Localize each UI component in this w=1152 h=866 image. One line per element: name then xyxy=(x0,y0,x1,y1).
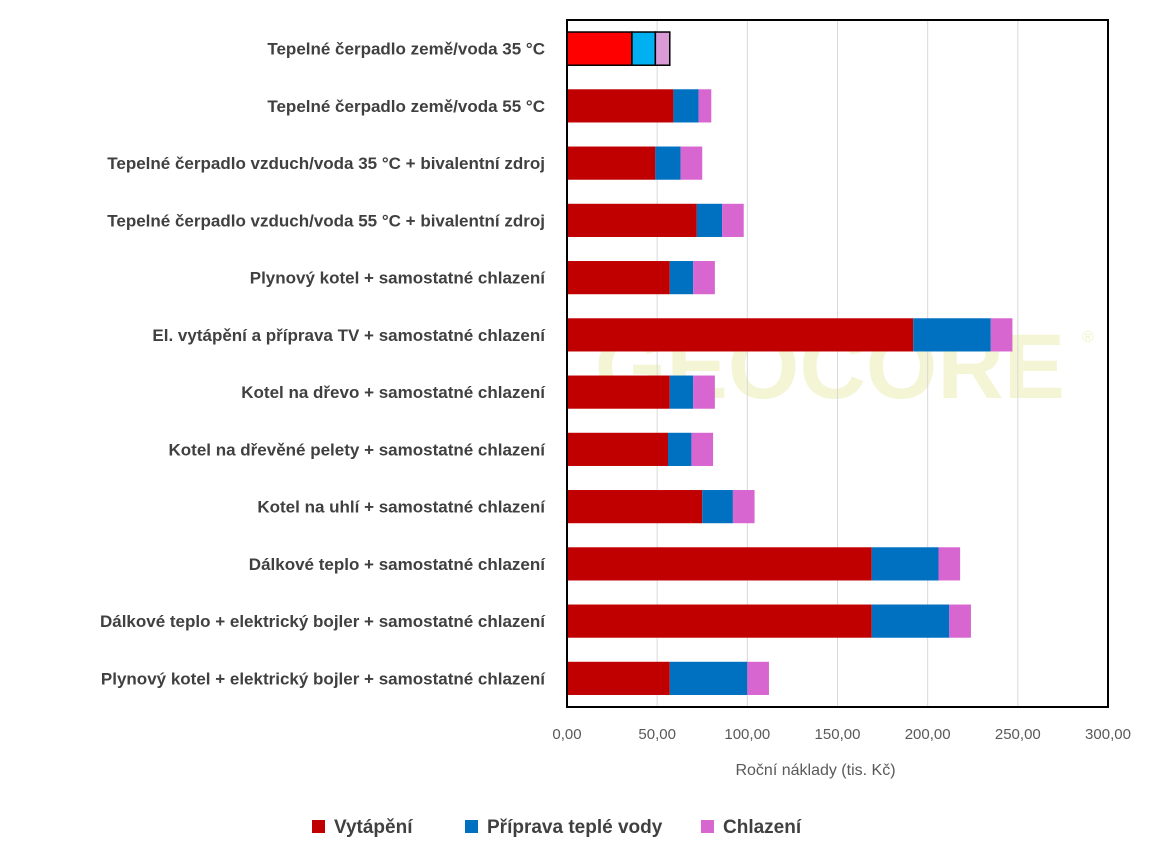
bar-segment xyxy=(691,432,714,466)
x-tick-label: 300,00 xyxy=(1085,726,1131,743)
bar-segment xyxy=(667,432,692,466)
x-tick-label: 100,00 xyxy=(724,726,770,743)
category-label: Dálkové teplo + samostatné chlazení xyxy=(249,555,546,574)
bar-segment xyxy=(698,89,712,123)
x-tick-label: 200,00 xyxy=(905,726,951,743)
bar-segment xyxy=(680,146,703,180)
category-labels: Tepelné čerpadlo země/voda 35 °C Tepelné … xyxy=(100,40,546,689)
bar-segment xyxy=(567,547,872,581)
bar-segment xyxy=(567,604,872,638)
category-label: Kotel na dřevo + samostatné chlazení xyxy=(241,383,546,402)
bar-segment xyxy=(631,31,657,66)
bar-segment xyxy=(693,261,715,295)
bar-segment xyxy=(990,318,1013,352)
bars xyxy=(566,31,1013,695)
bar-segment xyxy=(871,604,950,638)
bar-segment xyxy=(669,661,748,695)
bar-segment xyxy=(567,661,670,695)
category-label: Tepelné čerpadlo vzduch/voda 55 °C + biv… xyxy=(107,211,545,230)
category-label: Plynový kotel + elektrický bojler + samo… xyxy=(101,669,546,688)
bar-segment xyxy=(722,203,744,237)
bar-segment xyxy=(693,375,715,409)
category-label: Tepelné čerpadlo vzduch/voda 35 °C + biv… xyxy=(107,154,545,173)
bar-segment xyxy=(696,203,723,237)
x-tick-label: 0,00 xyxy=(552,726,581,743)
bar-segment xyxy=(938,547,961,581)
x-tick-label: 250,00 xyxy=(995,726,1041,743)
bar-segment xyxy=(949,604,971,638)
category-label: El. vytápění a příprava TV + samostatné … xyxy=(152,326,546,345)
bar-segment xyxy=(566,31,633,66)
bar-segment xyxy=(747,661,769,695)
bar-segment xyxy=(567,375,670,409)
bar-segment xyxy=(567,490,703,524)
watermark-registered-mark: ® xyxy=(1082,329,1094,346)
bar-segment xyxy=(669,375,694,409)
x-tick-label: 50,00 xyxy=(638,726,676,743)
bar-segment xyxy=(567,89,674,123)
bar-segment xyxy=(673,89,699,123)
category-label: Tepelné čerpadlo země/voda 35 °C xyxy=(267,40,545,59)
bar-segment xyxy=(871,547,939,581)
x-axis-title: Roční náklady (tis. Kč) xyxy=(735,762,895,779)
bar-segment xyxy=(567,318,914,352)
category-label: Kotel na dřevěné pelety + samostatné chl… xyxy=(169,440,547,459)
category-label: Tepelné čerpadlo země/voda 55 °C xyxy=(267,97,545,116)
legend-label: Příprava teplé vody xyxy=(487,817,663,838)
bar-segment xyxy=(655,146,681,180)
bar-segment xyxy=(567,261,670,295)
legend-swatch xyxy=(312,820,325,833)
bar-segment xyxy=(732,490,755,524)
legend-label: Vytápění xyxy=(334,817,413,838)
legend-swatch xyxy=(465,820,478,833)
bar-segment xyxy=(567,203,697,237)
bar-segment xyxy=(654,31,671,66)
x-tick-labels: 0,00 50,00 100,00 150,00 200,00 250,00 300,00 xyxy=(552,726,1131,743)
legend-label: Chlazení xyxy=(723,817,802,838)
legend: Vytápění Příprava teplé vody Chlazení xyxy=(312,817,802,838)
category-label: Plynový kotel + samostatné chlazení xyxy=(250,269,547,288)
bar-segment xyxy=(567,432,668,466)
x-tick-label: 150,00 xyxy=(815,726,861,743)
bar-segment xyxy=(702,490,733,524)
bar-segment xyxy=(669,261,694,295)
legend-swatch xyxy=(701,820,714,833)
category-label: Kotel na uhlí + samostatné chlazení xyxy=(257,498,546,517)
plot-area-frame xyxy=(566,19,1109,708)
bar-segment xyxy=(567,146,656,180)
category-label: Dálkové teplo + elektrický bojler + samo… xyxy=(100,612,546,631)
bar-segment xyxy=(913,318,991,352)
